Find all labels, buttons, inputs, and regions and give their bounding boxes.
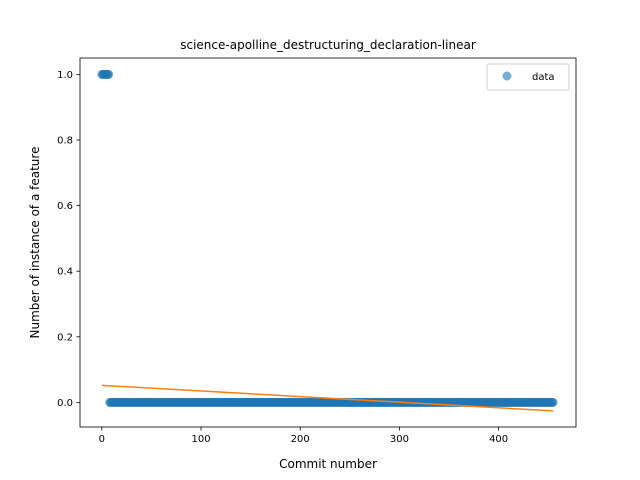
legend-label-data: data <box>532 72 555 83</box>
x-tick-label: 300 <box>390 434 409 445</box>
x-axis-title: Commit number <box>279 457 377 471</box>
y-tick-label: 0.8 <box>57 136 73 147</box>
y-tick-label: 1.0 <box>57 70 73 81</box>
x-tick-label: 100 <box>191 434 210 445</box>
chart-title: science-apolline_destructuring_declarati… <box>180 38 476 52</box>
legend-marker-data <box>503 72 512 81</box>
x-tick-label: 200 <box>291 434 310 445</box>
y-tick-label: 0.4 <box>57 267 73 278</box>
legend: data <box>487 64 569 90</box>
x-tick-label: 0 <box>99 434 105 445</box>
legend-frame <box>487 64 569 90</box>
data-point <box>104 70 113 79</box>
y-tick-label: 0.0 <box>57 398 73 409</box>
y-tick-label: 0.6 <box>57 201 73 212</box>
data-point <box>549 398 558 407</box>
x-tick-label: 400 <box>489 434 508 445</box>
y-tick-label: 0.2 <box>57 332 73 343</box>
y-axis-title: Number of instance of a feature <box>28 147 42 339</box>
